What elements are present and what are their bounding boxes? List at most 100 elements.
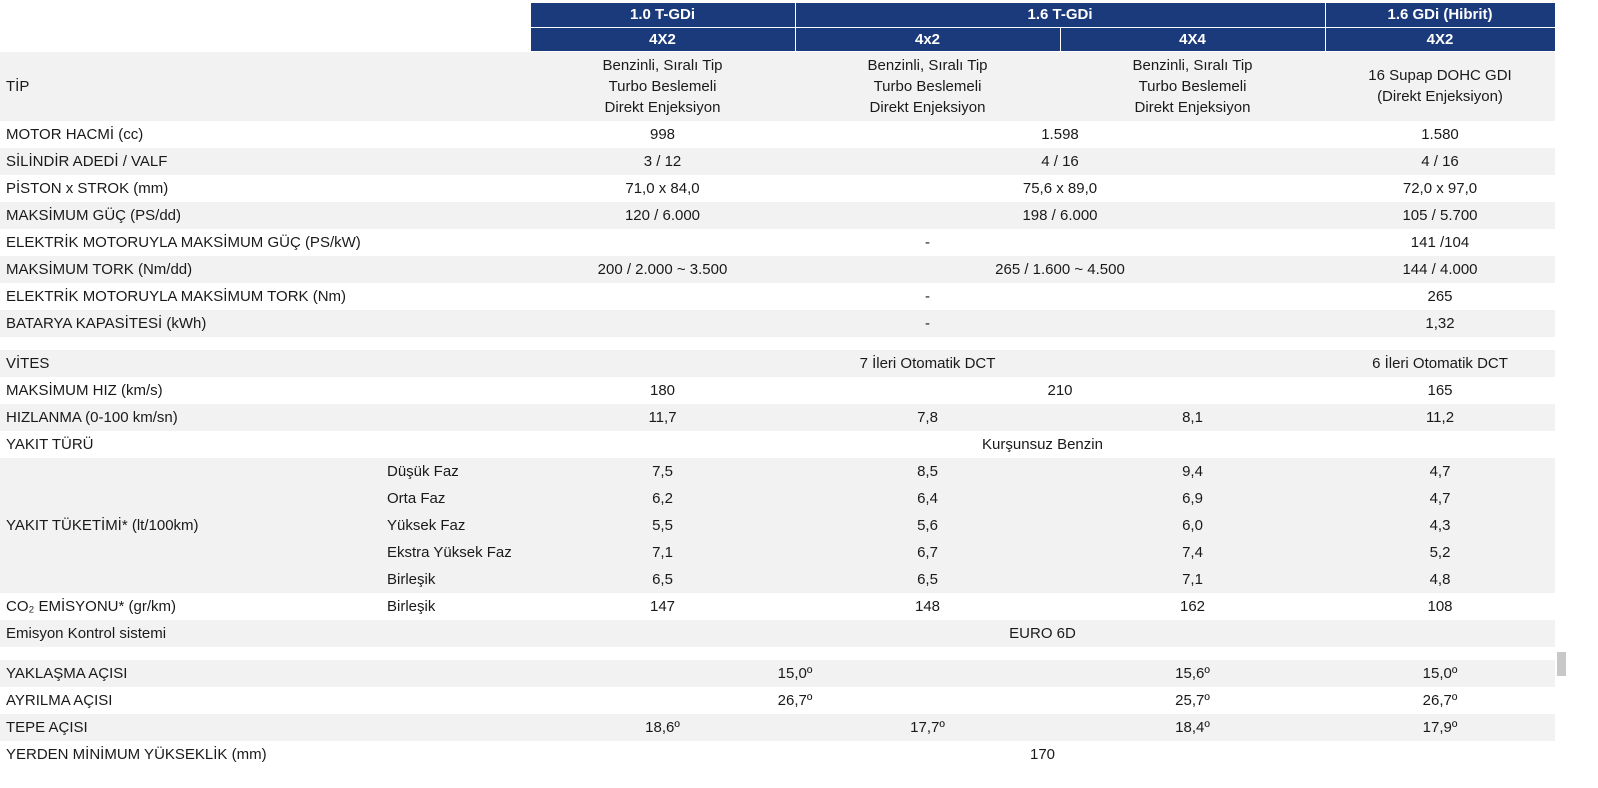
cell: 72,0 x 97,0 — [1402, 179, 1478, 197]
row-label: YAKLAŞMA AÇISI — [0, 659, 530, 687]
cell: Benzinli, Sıralı Tip Turbo Beslemeli Dir… — [795, 51, 1060, 121]
row-label: HIZLANMA (0-100 km/sn) — [0, 403, 530, 431]
row: CO₂ EMİSYONU* (gr/km) Birleşik 147 148 162 10… — [0, 593, 1555, 620]
cell: 5,6 — [795, 511, 1060, 539]
cell: 26,7º — [777, 691, 813, 709]
sub-label: Birleşik — [375, 565, 530, 593]
row-label: TİP — [0, 51, 530, 121]
spacer-cell — [0, 337, 1555, 350]
row: HIZLANMA (0-100 km/sn) 11,7 7,8 8,1 11,2 — [0, 403, 1555, 431]
row-label: AYRILMA AÇISI — [6, 691, 113, 709]
row-label: YERDEN MİNİMUM YÜKSEKLİK (mm) — [6, 745, 267, 763]
row: YAKIT TÜKETİMİ* (lt/100km) Düşük Faz 7,5 8,… — [0, 457, 1555, 593]
row-label: YAKIT TÜRÜ — [6, 435, 94, 453]
spacer-cell — [0, 647, 1555, 660]
spacer — [0, 647, 1555, 660]
cell: 3 / 12 — [530, 147, 795, 175]
row: TEPE AÇISI 18,6º 17,7º 18,4º 17,9º — [0, 713, 1555, 741]
cell: 7,5 — [530, 457, 795, 485]
cell: Benzinli, Sıralı Tip Turbo Beslemeli Dir… — [530, 51, 795, 121]
row: ELEKTRİK MOTORUYLA MAKSİMUM TORK (Nm) - 26… — [0, 283, 1555, 310]
row: MAKSİMUM HIZ (km/s) 180 210 165 — [0, 377, 1555, 404]
cell: 7,1 — [1060, 565, 1325, 593]
cell: 6,2 — [530, 484, 795, 512]
sub-label: Yüksek Faz — [375, 511, 530, 539]
header-cell: 4X2 — [529, 27, 796, 52]
cell: 6,9 — [1060, 484, 1325, 512]
row: BATARYA KAPASİTESİ (kWh) -1,32 — [0, 309, 1555, 337]
row-label: MAKSİMUM GÜÇ (PS/dd) — [0, 201, 530, 229]
cell: 71,0 x 84,0 — [625, 179, 700, 197]
cell: 5,5 — [530, 511, 795, 539]
cell: 998 — [649, 125, 676, 143]
cell: 1.598 — [1041, 125, 1079, 143]
spacer — [0, 337, 1555, 350]
row: Ekstra Yüksek Faz 7,1 6,7 7,4 5,2 — [0, 538, 1555, 566]
cell: 6,0 — [1060, 511, 1325, 539]
cell: 141 /104 — [1410, 233, 1470, 251]
cell: 15,6º — [1060, 659, 1325, 687]
row: SİLİNDİR ADEDİ / VALF 3 / 12 4 / 16 4 / 16 — [0, 147, 1555, 175]
cell: 4,7 — [1325, 484, 1555, 512]
row-label: SİLİNDİR ADEDİ / VALF — [0, 147, 530, 175]
row-label: ELEKTRİK MOTORUYLA MAKSİMUM TORK (Nm) — [6, 287, 347, 305]
cell: 18,6º — [530, 713, 795, 741]
cell: 4 / 16 — [795, 147, 1325, 175]
row: YAKLAŞMA AÇISI 15,0º 15,6º 15,0º — [0, 659, 1555, 687]
header-cell: 1.6 GDi (Hibrit) — [1324, 2, 1556, 28]
cell: 26,7º — [1422, 691, 1458, 709]
row-label: VİTES — [0, 349, 530, 377]
row: YAKIT TÜRÜ Kurşunsuz Benzin — [0, 431, 1555, 458]
empty-cell — [0, 3, 530, 28]
header-cell: 1.6 T-GDi — [794, 2, 1326, 28]
sub-label: Ekstra Yüksek Faz — [375, 538, 530, 566]
cell: 6,4 — [795, 484, 1060, 512]
row: MAKSİMUM TORK (Nm/dd) 200 / 2.000 ~ 3.500… — [0, 255, 1555, 283]
header-cell: 4X4 — [1059, 27, 1326, 52]
cell: 6,5 — [530, 565, 795, 593]
cell: 11,2 — [1325, 403, 1555, 431]
cell: 108 — [1427, 597, 1453, 615]
cell: 144 / 4.000 — [1325, 255, 1555, 283]
row: AYRILMA AÇISI 26,7º 25,7º 26,7º — [0, 687, 1555, 714]
row-label: YAKIT TÜKETİMİ* (lt/100km) — [0, 457, 375, 593]
header-row: 4X2 4x2 4X4 4X2 — [0, 27, 1556, 52]
cell: 17,7º — [795, 713, 1060, 741]
cell: 5,2 — [1325, 538, 1555, 566]
row-label: BATARYA KAPASİTESİ (kWh) — [0, 309, 530, 337]
cell: EURO 6D — [530, 619, 1555, 647]
cell: - — [925, 233, 930, 251]
cell: 180 — [649, 381, 676, 399]
sub-label: Düşük Faz — [375, 457, 530, 485]
row: Yüksek Faz 5,5 5,6 6,0 4,3 — [0, 511, 1555, 539]
cell: 6,5 — [795, 565, 1060, 593]
cell: 7,4 — [1060, 538, 1325, 566]
sub-label: Orta Faz — [375, 484, 530, 512]
cell: 170 — [1029, 745, 1056, 763]
spec-table: 1.0 T-GDi 1.6 T-GDi 1.6 GDi (Hibrit) 4X2 4x… — [0, 2, 1556, 768]
cell: 9,4 — [1060, 457, 1325, 485]
row-label: MOTOR HACMİ (cc) — [6, 125, 144, 143]
header-cell: 1.0 T-GDi — [529, 2, 796, 28]
row: TİP Benzinli, Sıralı Tip Turbo Beslemeli … — [0, 51, 1555, 121]
cell: - — [530, 309, 1325, 337]
cell: 7 İleri Otomatik DCT — [530, 349, 1325, 377]
scrollbar-thumb[interactable] — [1557, 652, 1566, 676]
header-cell: 4X2 — [1324, 27, 1556, 52]
row: PİSTON x STROK (mm) 71,0 x 84,0 75,6 x 89,… — [0, 175, 1555, 202]
row: ELEKTRİK MOTORUYLA MAKSİMUM GÜÇ (PS/kW) -… — [0, 229, 1555, 256]
row: VİTES 7 İleri Otomatik DCT 6 İleri Otomati… — [0, 349, 1555, 377]
cell: 165 — [1427, 381, 1453, 399]
header-cell: 4x2 — [794, 27, 1061, 52]
cell: 7,1 — [530, 538, 795, 566]
cell: 147 — [649, 597, 676, 615]
cell: 148 — [914, 597, 941, 615]
cell: 16 Supap DOHC GDI (Direkt Enjeksiyon) — [1325, 51, 1555, 121]
cell: 105 / 5.700 — [1325, 201, 1555, 229]
cell: 4,8 — [1325, 565, 1555, 593]
row: YERDEN MİNİMUM YÜKSEKLİK (mm) 170 — [0, 741, 1555, 768]
cell: 198 / 6.000 — [795, 201, 1325, 229]
cell: 120 / 6.000 — [530, 201, 795, 229]
row-label: TEPE AÇISI — [0, 713, 530, 741]
